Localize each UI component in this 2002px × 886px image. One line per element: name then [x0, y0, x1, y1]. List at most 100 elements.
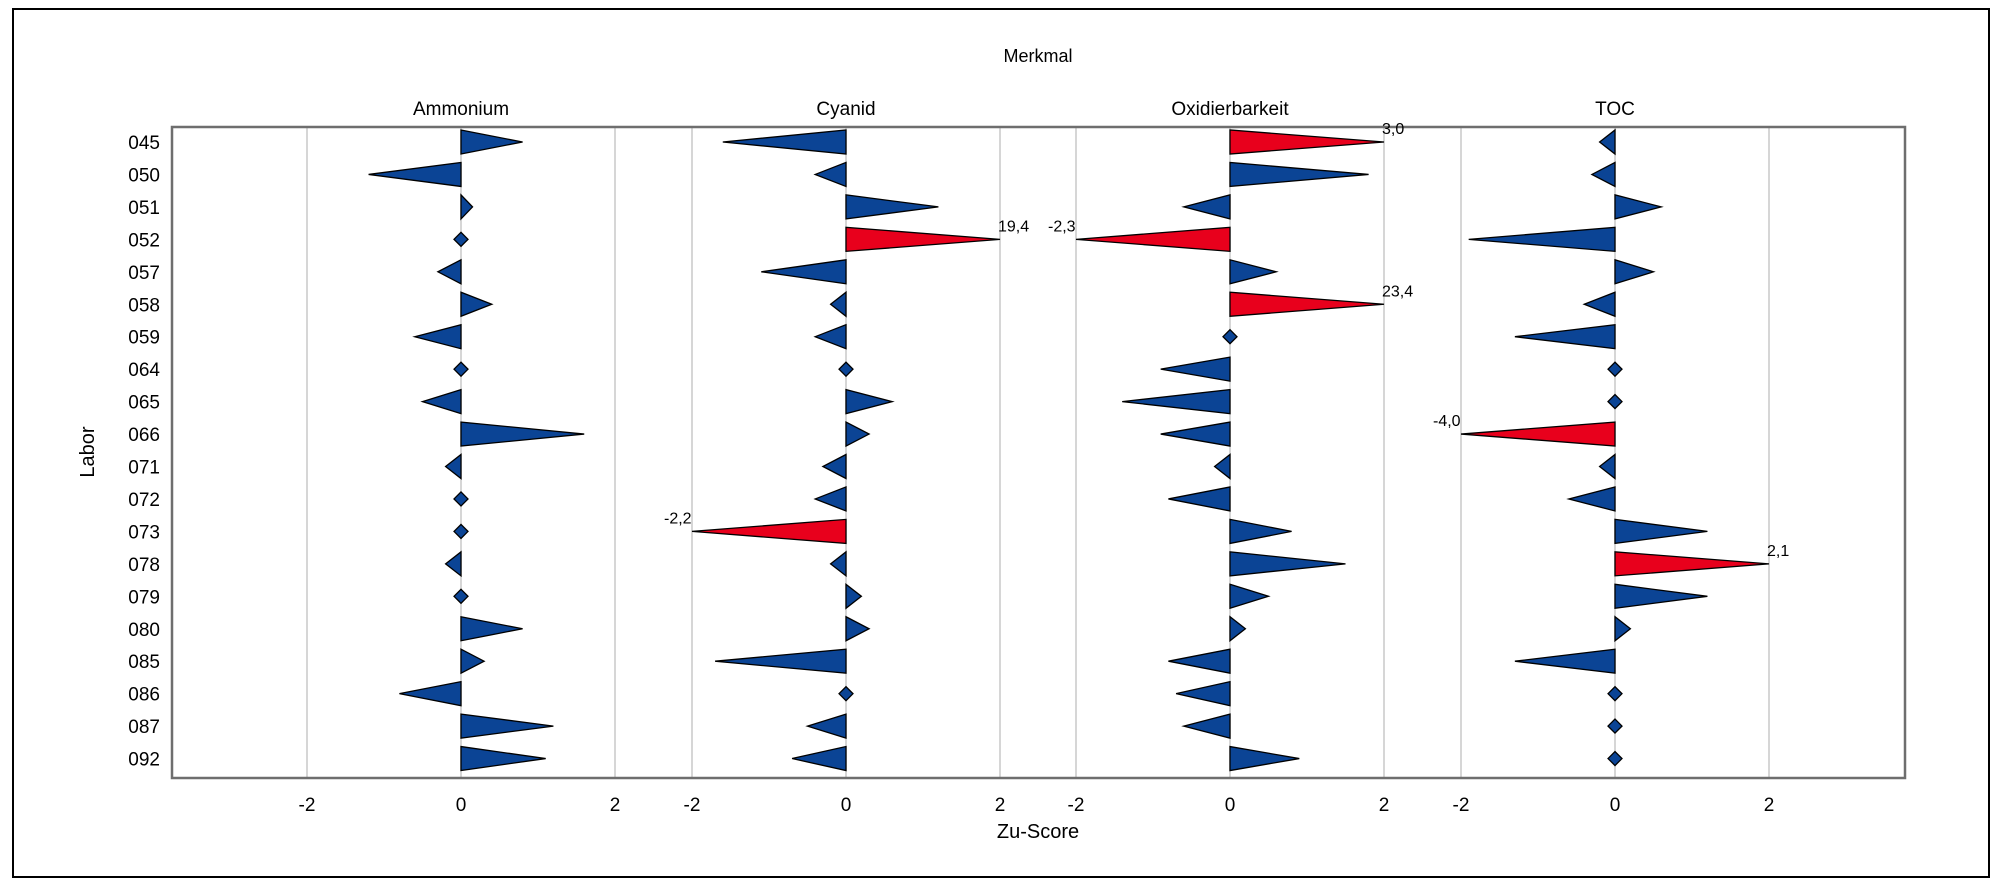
zscore-bar — [761, 259, 847, 285]
zscore-bar — [460, 193, 474, 221]
outlier-bar — [1460, 421, 1616, 447]
zscore-bar — [444, 453, 462, 480]
x-tick-label: -2 — [299, 795, 316, 816]
zscore-bar — [1160, 421, 1231, 447]
category-label: 073 — [128, 522, 160, 543]
x-tick-label: -2 — [684, 795, 701, 816]
zscore-bar — [1229, 161, 1369, 188]
zscore-bar — [460, 291, 494, 318]
category-label: 065 — [128, 393, 160, 414]
zscore-bar — [805, 713, 847, 739]
category-label: 058 — [128, 295, 160, 316]
zscore-bar — [1582, 291, 1616, 318]
zscore-bar — [460, 648, 486, 675]
x-tick-label: 0 — [841, 795, 852, 816]
category-label: 079 — [128, 587, 160, 608]
zscore-bar — [1213, 453, 1231, 480]
outlier-bar — [1614, 551, 1770, 577]
category-label: 045 — [128, 133, 160, 154]
zscore-bar — [1229, 518, 1292, 545]
zscore-bar — [1229, 551, 1346, 577]
zscore-bar — [453, 523, 469, 540]
zscore-bar — [399, 680, 462, 707]
zscore-bar — [845, 194, 939, 220]
outlier-bar — [1075, 226, 1231, 253]
zscore-bar — [1607, 685, 1623, 702]
zscore-bar — [813, 161, 847, 188]
zscore-bar — [1229, 745, 1300, 772]
zscore-bar — [420, 388, 462, 415]
zscore-bar — [1607, 750, 1623, 767]
category-label: 057 — [128, 263, 160, 284]
category-label: 085 — [128, 652, 160, 673]
zscore-bar — [1607, 393, 1623, 410]
zscore-bar — [412, 323, 462, 350]
zscore-bar — [460, 421, 585, 447]
zscore-bar — [368, 161, 462, 188]
x-tick-label: 2 — [1379, 795, 1390, 816]
zscore-bar — [1122, 388, 1231, 415]
x-tick-label: 2 — [1764, 795, 1775, 816]
zscore-bar — [829, 550, 847, 578]
outlier-bar — [1229, 129, 1385, 155]
category-label: 064 — [128, 360, 160, 381]
data-label: 19,4 — [998, 218, 1029, 235]
x-tick-label: 0 — [456, 795, 467, 816]
category-label: 078 — [128, 555, 160, 576]
zscore-bar — [1607, 718, 1623, 735]
zscore-bar — [1181, 194, 1231, 220]
zscore-bar — [821, 453, 847, 480]
zscore-bar — [444, 550, 462, 578]
zscore-bar — [722, 129, 847, 155]
zscore-bar — [1160, 356, 1231, 382]
zscore-bar — [1222, 328, 1238, 345]
zscore-bar — [1229, 258, 1279, 285]
data-label: -2,2 — [664, 510, 692, 527]
panel-title: Oxidierbarkeit — [1171, 99, 1289, 120]
category-label: 072 — [128, 490, 160, 511]
panel-title: Ammonium — [413, 99, 509, 120]
category-label: 080 — [128, 620, 160, 641]
zscore-bar — [845, 615, 871, 642]
zscore-bar — [845, 420, 871, 448]
category-label: 066 — [128, 425, 160, 446]
zscore-bar — [1598, 128, 1616, 156]
data-label: -2,3 — [1048, 218, 1076, 235]
x-tick-label: 2 — [995, 795, 1006, 816]
zscore-bar — [436, 258, 462, 285]
data-label: 23,4 — [1382, 283, 1413, 300]
zscore-bar — [813, 485, 847, 512]
zscore-bar — [1590, 161, 1616, 188]
zscore-bar — [1607, 361, 1623, 378]
zscore-bar — [715, 648, 847, 674]
category-label: 087 — [128, 717, 160, 738]
x-tick-label: 2 — [610, 795, 621, 816]
zscore-bar — [1229, 615, 1247, 643]
x-tick-label: -2 — [1453, 795, 1470, 816]
zscore-bar — [1566, 486, 1616, 512]
zscore-bar — [460, 713, 554, 739]
y-axis-label: Labor — [77, 426, 99, 477]
zscore-bar — [1598, 453, 1616, 480]
zscore-bar — [1614, 615, 1632, 643]
x-axis-label: Zu-Score — [997, 821, 1079, 843]
data-label: 3,0 — [1382, 121, 1404, 138]
zscore-bar — [1168, 486, 1231, 512]
outlier-bar — [1229, 291, 1385, 317]
x-tick-label: 0 — [1225, 795, 1236, 816]
zscore-bar — [1468, 226, 1616, 253]
zscore-bar — [453, 588, 469, 605]
panel-title: Cyanid — [816, 99, 875, 120]
zscore-bar — [845, 582, 863, 610]
zscore-bar — [453, 491, 469, 507]
data-label: -4,0 — [1433, 413, 1461, 430]
category-label: 092 — [128, 750, 160, 771]
zscore-bar — [791, 745, 847, 772]
chart-frame — [12, 8, 1990, 878]
category-label: 051 — [128, 198, 160, 219]
chart-title: Merkmal — [1003, 46, 1072, 66]
zscore-bar — [460, 615, 523, 642]
zscore-bar — [1614, 194, 1664, 220]
zscore-bar — [1168, 648, 1231, 674]
